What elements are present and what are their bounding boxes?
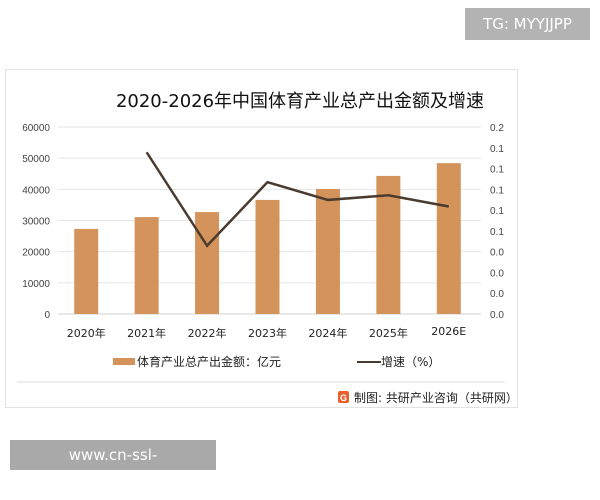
legend-label-bar: 体育产业总产出金额：亿元 [137, 354, 281, 369]
x-tick-label: 2025年 [369, 326, 408, 340]
right-tick-label: 0.1 [490, 185, 504, 196]
x-tick-label: 2024年 [308, 326, 347, 340]
chart-title: 2020-2026年中国体育产业总产出金额及增速 [116, 91, 484, 112]
bar [195, 212, 219, 314]
x-tick-label: 2021年 [127, 326, 166, 340]
right-tick-label: 0.1 [490, 227, 504, 238]
left-tick-label: 60000 [22, 123, 50, 134]
watermark-bottom: www.cn-ssl-kaiyunapps.com [10, 440, 216, 470]
left-tick-label: 0 [44, 310, 50, 321]
source-logo-letter: G [340, 393, 347, 403]
legend-label-line: 增速（%） [381, 355, 440, 369]
left-tick-label: 50000 [22, 154, 50, 165]
x-tick-label: 2020年 [67, 326, 106, 340]
right-tick-label: 0.1 [490, 206, 504, 217]
chart: 2020-2026年中国体育产业总产出金额及增速 0 10000 20000 30000… [0, 0, 600, 480]
right-tick-label: 0.0 [490, 268, 504, 279]
x-tick-label: 2023年 [248, 326, 287, 340]
bar [437, 163, 461, 314]
right-tick-label: 0.0 [490, 289, 504, 300]
source-text: 制图: 共研产业咨询（共研网） [354, 390, 518, 405]
left-tick-label: 20000 [22, 248, 50, 259]
left-tick-label: 10000 [22, 279, 50, 290]
legend-swatch-bar [113, 358, 135, 365]
right-tick-label: 0.0 [490, 248, 504, 259]
bar [256, 200, 280, 314]
left-tick-label: 30000 [22, 217, 50, 228]
right-tick-label: 0.2 [490, 123, 504, 134]
right-tick-label: 0.1 [490, 144, 504, 155]
bar [74, 229, 98, 314]
left-tick-label: 40000 [22, 185, 50, 196]
bar [316, 189, 340, 314]
right-tick-label: 0.0 [490, 310, 504, 321]
growth-line [147, 152, 449, 246]
bar [135, 217, 159, 314]
x-tick-label: 2022年 [188, 326, 227, 340]
x-tick-label: 2026E [431, 325, 466, 338]
right-tick-label: 0.1 [490, 165, 504, 176]
